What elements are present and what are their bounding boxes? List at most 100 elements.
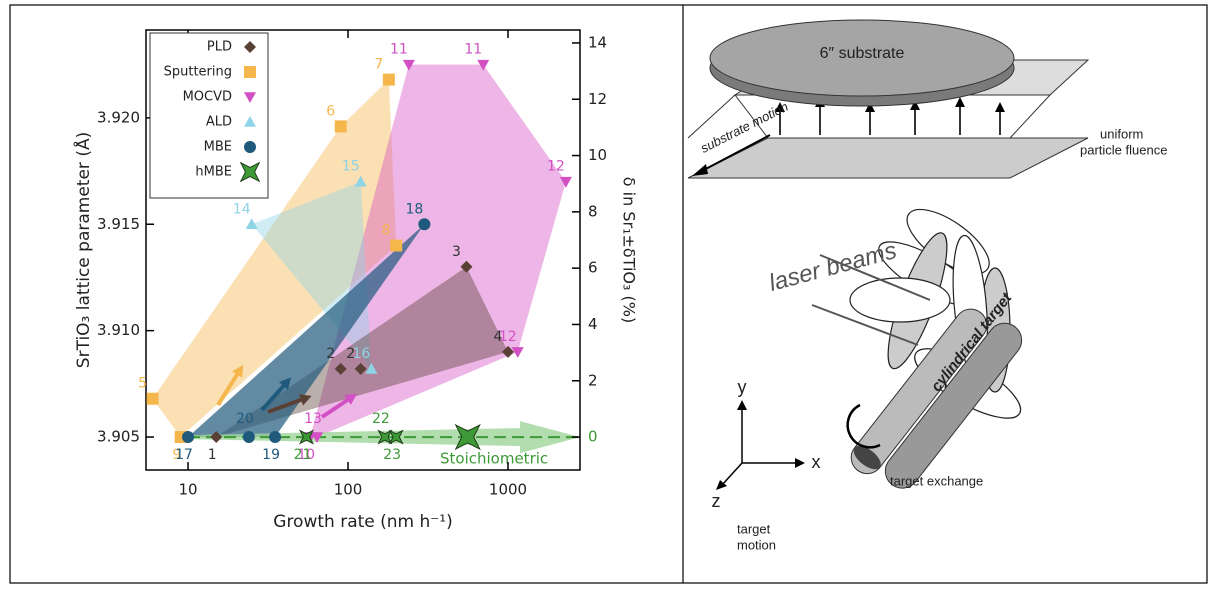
- point: [311, 432, 324, 444]
- legend-label: ALD: [206, 115, 232, 130]
- point-label: 12: [499, 329, 517, 345]
- point: [382, 73, 395, 86]
- point-label: 1: [208, 447, 217, 463]
- point-label: 16: [352, 346, 370, 362]
- rotation-arrow: [846, 403, 881, 449]
- point: [146, 392, 159, 405]
- point-label: 8: [382, 223, 391, 239]
- legend-label: hMBE: [195, 165, 232, 180]
- point-label: 6: [326, 103, 335, 119]
- point: [477, 59, 490, 71]
- point: [365, 362, 378, 374]
- point-label: 15: [342, 159, 360, 175]
- point: [182, 431, 195, 444]
- point-label: 9: [172, 447, 181, 463]
- point: [511, 347, 524, 358]
- y2-tick-label: 2: [588, 371, 598, 389]
- motion-arrowhead: [692, 164, 708, 176]
- point-label: 2: [326, 346, 335, 362]
- legend-label: MBE: [204, 140, 232, 155]
- y2-tick-label: 4: [588, 315, 598, 333]
- legend-marker: [244, 41, 256, 53]
- point-label: 11: [464, 42, 482, 58]
- y2-tick-label: 10: [588, 146, 607, 164]
- exchange-label: target exchange: [890, 473, 983, 488]
- target-motion-label: target: [737, 521, 771, 536]
- point-label: 17: [175, 447, 193, 463]
- trend-arrowhead: [298, 394, 312, 406]
- legend-marker: [239, 161, 261, 183]
- point-label: 18: [405, 201, 423, 217]
- trend-arrow: [216, 368, 242, 407]
- plot-frame: [145, 29, 581, 471]
- laser-line: [811, 304, 919, 346]
- trend-arrow: [260, 380, 289, 412]
- point: [242, 431, 255, 444]
- x-tick-label: 1000: [489, 481, 527, 499]
- y-tick-label: 3.905: [97, 428, 140, 446]
- targets: [850, 308, 1023, 489]
- y2-tick-label: 12: [588, 90, 607, 108]
- point-label: 20: [236, 411, 254, 427]
- y-tick-label: 3.910: [97, 321, 140, 339]
- lower-plane: [687, 137, 1089, 179]
- point: [460, 260, 473, 273]
- trend-arrowhead: [232, 364, 244, 378]
- point: [334, 120, 347, 133]
- axes-glyph: [721, 405, 800, 486]
- point: [402, 59, 415, 71]
- trend-arrow: [267, 396, 307, 414]
- axis-label: z: [712, 491, 721, 511]
- legend-label: MOCVD: [183, 90, 232, 105]
- substrate-label: 6″ substrate: [820, 45, 905, 62]
- trend-arrow: [320, 395, 354, 419]
- point: [418, 218, 431, 231]
- point-label: 7: [374, 57, 383, 73]
- range-area: [310, 64, 566, 438]
- annotation: Stoichiometric: [440, 450, 548, 468]
- x-axis-label: Growth rate (nm h⁻¹): [273, 512, 452, 532]
- x-tick-label: 100: [334, 481, 363, 499]
- x-tick-label: 10: [178, 481, 197, 499]
- plane-edge: [734, 94, 769, 139]
- y2-tick-label: 0: [588, 428, 598, 446]
- diagram: 6″ substrate substrate motion uniform pa…: [687, 19, 1167, 552]
- point-label: 10: [297, 447, 315, 463]
- plane-edge: [1009, 94, 1051, 139]
- point: [269, 431, 282, 444]
- flux-arrows: [779, 105, 1001, 135]
- laser-line: [819, 254, 931, 301]
- axes-arrowheads: [716, 400, 805, 490]
- point: [377, 429, 393, 445]
- point: [298, 429, 314, 445]
- point-label: 21: [294, 447, 312, 463]
- y2-tick-label: 8: [588, 202, 598, 220]
- point-label: 5: [138, 376, 147, 392]
- point-label: 13: [304, 411, 322, 427]
- substrate: [709, 19, 1015, 97]
- trend-arrowhead: [344, 393, 357, 405]
- axis-label: x: [812, 452, 821, 472]
- point-label: 11: [390, 42, 408, 58]
- range-area: [188, 224, 425, 438]
- point: [210, 431, 223, 444]
- y-axis-label: SrTiO₃ lattice parameter (Å): [72, 132, 94, 368]
- point-label: 2: [346, 346, 355, 362]
- y2-tick-label: 6: [588, 259, 598, 277]
- legend-label: Sputtering: [164, 65, 232, 80]
- point-label: 14: [233, 201, 251, 217]
- fluence-label: particle fluence: [1080, 142, 1167, 157]
- legend-marker: [244, 92, 256, 103]
- point: [388, 429, 404, 445]
- point-label: 23: [383, 447, 401, 463]
- y-tick-label: 3.915: [97, 215, 140, 233]
- point: [559, 176, 572, 188]
- y-tick-label: 3.920: [97, 108, 140, 126]
- point: [390, 239, 403, 252]
- point-label: 3: [452, 244, 461, 260]
- legend-marker: [244, 116, 256, 127]
- table-border: [9, 4, 1208, 584]
- point: [354, 175, 367, 187]
- point-label: 12: [547, 159, 565, 175]
